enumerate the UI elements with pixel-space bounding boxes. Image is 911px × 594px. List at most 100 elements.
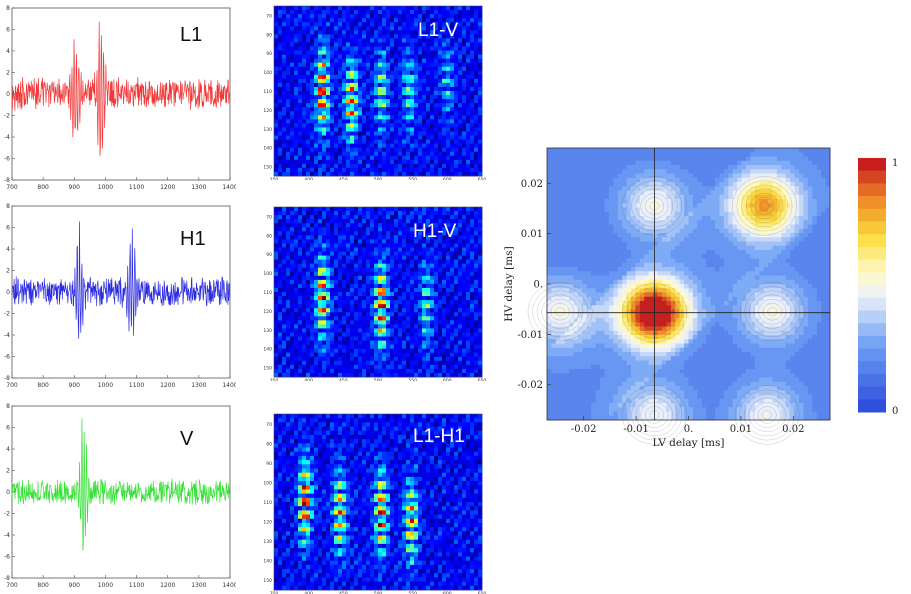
heatmap-cell bbox=[466, 300, 471, 305]
heatmap-cell bbox=[466, 163, 471, 169]
heatmap-cell bbox=[354, 215, 359, 220]
heatmap-cell bbox=[426, 107, 431, 112]
heatmap-cell bbox=[422, 211, 427, 216]
heatmap-cell bbox=[314, 460, 319, 465]
heatmap-cell bbox=[358, 46, 363, 51]
heatmap-cell bbox=[278, 527, 283, 532]
heatmap-cell bbox=[290, 481, 295, 486]
heatmap-cell bbox=[294, 510, 299, 515]
heatmap-cell bbox=[434, 328, 439, 333]
heatmap-cell bbox=[426, 78, 431, 84]
heatmap-cell bbox=[322, 127, 327, 132]
heatmap-cell bbox=[282, 368, 287, 374]
heatmap-cell bbox=[322, 163, 327, 169]
heatmap-cell bbox=[298, 243, 303, 248]
heatmap-cell bbox=[370, 360, 375, 366]
heatmap-cell bbox=[422, 99, 427, 104]
heatmap-cell bbox=[450, 316, 455, 321]
heatmap-cell bbox=[378, 352, 383, 358]
heatmap-cell bbox=[294, 74, 299, 80]
heatmap-cell bbox=[366, 231, 371, 236]
heatmap-cell bbox=[422, 167, 427, 173]
heatmap-cell bbox=[310, 577, 315, 583]
heatmap-cell bbox=[282, 352, 287, 358]
heatmap-cell bbox=[478, 70, 483, 76]
heatmap-cell bbox=[274, 38, 279, 43]
heatmap-cell bbox=[370, 50, 375, 55]
heatmap-cell bbox=[466, 352, 471, 358]
heatmap-cell bbox=[434, 62, 439, 68]
heatmap-cell bbox=[342, 316, 347, 321]
heatmap-cell bbox=[418, 26, 423, 31]
heatmap-cell bbox=[478, 78, 483, 84]
heatmap-cell bbox=[298, 91, 303, 96]
heatmap-cell bbox=[414, 159, 419, 165]
heatmap-cell bbox=[410, 78, 415, 84]
heatmap-cell bbox=[390, 107, 395, 112]
heatmap-cell bbox=[278, 468, 283, 474]
heatmap-cell bbox=[382, 159, 387, 165]
heatmap-cell bbox=[418, 348, 423, 354]
heatmap-cell bbox=[474, 275, 479, 281]
heatmap-cell bbox=[478, 300, 483, 305]
heatmap-cell bbox=[442, 22, 447, 27]
heatmap-cell bbox=[282, 50, 287, 55]
heatmap-cell bbox=[322, 10, 327, 15]
heatmap-cell bbox=[298, 10, 303, 15]
heatmap-cell bbox=[350, 324, 355, 329]
heatmap-cell bbox=[274, 263, 279, 269]
heatmap-cell bbox=[478, 287, 483, 293]
heatmap-cell bbox=[350, 155, 355, 161]
heatmap-cell bbox=[406, 296, 411, 301]
heatmap-cell bbox=[314, 70, 319, 76]
heatmap-cell bbox=[462, 211, 467, 216]
heatmap-cell bbox=[306, 451, 311, 457]
heatmap-cell bbox=[306, 46, 311, 51]
heatmap-cell bbox=[354, 91, 359, 96]
heatmap-cell bbox=[406, 259, 411, 265]
heatmap-cell bbox=[378, 14, 383, 19]
heatmap-cell bbox=[306, 360, 311, 366]
heatmap-cell bbox=[314, 46, 319, 51]
heatmap-cell bbox=[358, 207, 363, 212]
heatmap-cell bbox=[462, 259, 467, 265]
heatmap-cell bbox=[370, 74, 375, 80]
heatmap-cell bbox=[290, 66, 295, 72]
heatmap-cell bbox=[474, 308, 479, 313]
heatmap-cell bbox=[354, 10, 359, 15]
heatmap-cell bbox=[426, 340, 431, 346]
heatmap-cell bbox=[378, 324, 383, 329]
heatmap-cell bbox=[322, 287, 327, 293]
heatmap-cell bbox=[326, 352, 331, 358]
heatmap-cell bbox=[370, 263, 375, 269]
heatmap-cell bbox=[386, 99, 391, 104]
heatmap-cell bbox=[318, 42, 323, 47]
heatmap-cell bbox=[298, 267, 303, 273]
heatmap-cell bbox=[378, 255, 383, 261]
heatmap-cell bbox=[366, 348, 371, 354]
heatmap-cell bbox=[358, 38, 363, 43]
heatmap-cell bbox=[430, 139, 435, 145]
heatmap-cell bbox=[414, 30, 419, 35]
heatmap-cell bbox=[282, 263, 287, 269]
heatmap-cell bbox=[434, 360, 439, 366]
heatmap-cell bbox=[302, 167, 307, 173]
heatmap-cell bbox=[366, 62, 371, 68]
heatmap-cell bbox=[326, 316, 331, 321]
heatmap-cell bbox=[386, 324, 391, 329]
heatmap-cell bbox=[294, 360, 299, 366]
heatmap-cell bbox=[466, 82, 471, 88]
heatmap-cell bbox=[418, 340, 423, 346]
heatmap-cell bbox=[310, 50, 315, 55]
heatmap-cell bbox=[478, 344, 483, 350]
heatmap-cell bbox=[294, 251, 299, 256]
heatmap-cell bbox=[378, 243, 383, 248]
heatmap-cell bbox=[294, 308, 299, 313]
heatmap-cell bbox=[350, 171, 355, 177]
heatmap-cell bbox=[478, 275, 483, 281]
heatmap-cell bbox=[426, 18, 431, 23]
heatmap-cell bbox=[294, 324, 299, 329]
heatmap-cell bbox=[314, 74, 319, 80]
y-tick-label: 70 bbox=[266, 214, 272, 220]
x-tick-label: 1100 bbox=[129, 382, 144, 389]
